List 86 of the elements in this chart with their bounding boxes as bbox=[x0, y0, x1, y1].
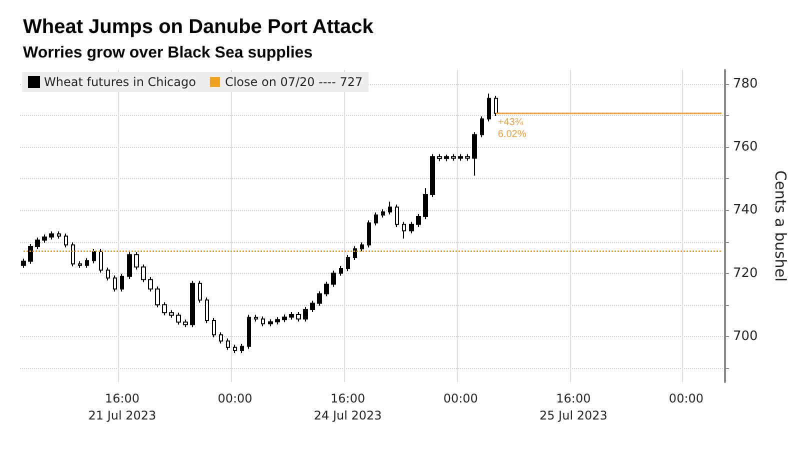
candlestick bbox=[71, 242, 75, 267]
candlestick bbox=[395, 204, 399, 228]
candlestick bbox=[374, 212, 378, 226]
candlestick bbox=[353, 246, 357, 261]
candlestick bbox=[388, 201, 392, 215]
candlestick bbox=[198, 280, 202, 304]
annotation: +43¾ bbox=[498, 116, 524, 128]
candlestick bbox=[465, 154, 470, 162]
candlestick bbox=[310, 300, 315, 313]
candlestick bbox=[430, 154, 435, 198]
candlestick bbox=[331, 270, 336, 288]
candlestick bbox=[169, 310, 174, 318]
candlestick bbox=[28, 243, 33, 264]
candlestick bbox=[317, 290, 322, 306]
candlestick bbox=[141, 264, 146, 283]
candlestick bbox=[92, 248, 96, 264]
chart-subtitle: Worries grow over Black Sea supplies bbox=[23, 44, 313, 62]
candlestick bbox=[155, 286, 160, 308]
y-tick-label: 780 bbox=[733, 76, 758, 92]
candlestick bbox=[148, 276, 153, 292]
candlestick bbox=[275, 316, 280, 325]
candlestick bbox=[254, 314, 258, 322]
candlestick bbox=[423, 188, 428, 220]
x-tick-label: 00:00 bbox=[218, 392, 252, 406]
candlestick bbox=[21, 258, 26, 268]
candlestick bbox=[261, 316, 265, 327]
candlestick bbox=[247, 314, 251, 350]
candlestick bbox=[134, 252, 139, 270]
y-axis-title: Cents a bushel bbox=[772, 170, 790, 282]
candlestick bbox=[282, 314, 287, 323]
candlestick bbox=[205, 297, 209, 324]
candlestick bbox=[49, 230, 54, 240]
annotation: 6.02% bbox=[498, 128, 526, 140]
chart-title: Wheat Jumps on Danube Port Attack bbox=[23, 16, 374, 38]
candlestick bbox=[233, 344, 237, 354]
candlestick bbox=[303, 306, 308, 322]
candlestick bbox=[360, 242, 364, 252]
candlestick bbox=[183, 319, 188, 328]
candlestick bbox=[85, 258, 89, 268]
candlestick bbox=[324, 281, 329, 297]
candlestick bbox=[176, 312, 181, 326]
candlestick bbox=[451, 154, 456, 162]
candlestick bbox=[212, 318, 216, 338]
y-tick-label: 760 bbox=[733, 140, 758, 155]
candlestick bbox=[120, 273, 124, 292]
candlestick bbox=[296, 312, 301, 322]
candlestick bbox=[106, 267, 110, 282]
candlestick bbox=[367, 220, 371, 248]
candlestick bbox=[480, 116, 484, 138]
candlestick bbox=[78, 260, 82, 268]
candlestick bbox=[494, 95, 498, 117]
candlestick bbox=[409, 221, 414, 234]
candlestick bbox=[458, 154, 463, 162]
candlestick bbox=[64, 233, 68, 248]
x-tick-label: 16:00 24 Jul 2023 bbox=[314, 392, 382, 422]
candlestick bbox=[416, 214, 421, 228]
candlestick bbox=[219, 332, 223, 344]
candlestick bbox=[226, 338, 230, 350]
candlestick bbox=[402, 221, 406, 240]
candlestick bbox=[381, 208, 385, 218]
legend-label: Close on 07/20 ---- 727 bbox=[224, 75, 363, 89]
x-tick-label: 00:00 bbox=[668, 392, 704, 406]
candlestick bbox=[444, 154, 449, 162]
x-tick-label: 16:00 21 Jul 2023 bbox=[88, 392, 156, 422]
y-tick-label: 740 bbox=[733, 202, 758, 218]
candlestick bbox=[42, 234, 47, 244]
candlestick bbox=[57, 230, 61, 240]
candlestick bbox=[190, 280, 195, 328]
candlestick bbox=[99, 248, 103, 274]
y-tick-label: 720 bbox=[733, 266, 758, 281]
candlestick bbox=[162, 302, 167, 316]
candlestick bbox=[472, 132, 477, 176]
candlestick bbox=[289, 312, 294, 320]
candlestick bbox=[346, 254, 350, 272]
candlestick bbox=[268, 318, 273, 327]
candlestick bbox=[35, 237, 40, 250]
legend-label: Wheat futures in Chicago bbox=[44, 75, 196, 89]
x-tick-label: 00:00 bbox=[443, 392, 478, 406]
candlestick bbox=[113, 274, 117, 292]
x-tick-label: 16:00 25 Jul 2023 bbox=[539, 392, 608, 422]
y-tick-label: 700 bbox=[733, 328, 758, 344]
candlestick bbox=[437, 154, 442, 162]
candlestick bbox=[240, 343, 244, 354]
candlestick bbox=[339, 266, 343, 276]
candlestick bbox=[127, 252, 132, 280]
candlestick bbox=[487, 93, 491, 122]
